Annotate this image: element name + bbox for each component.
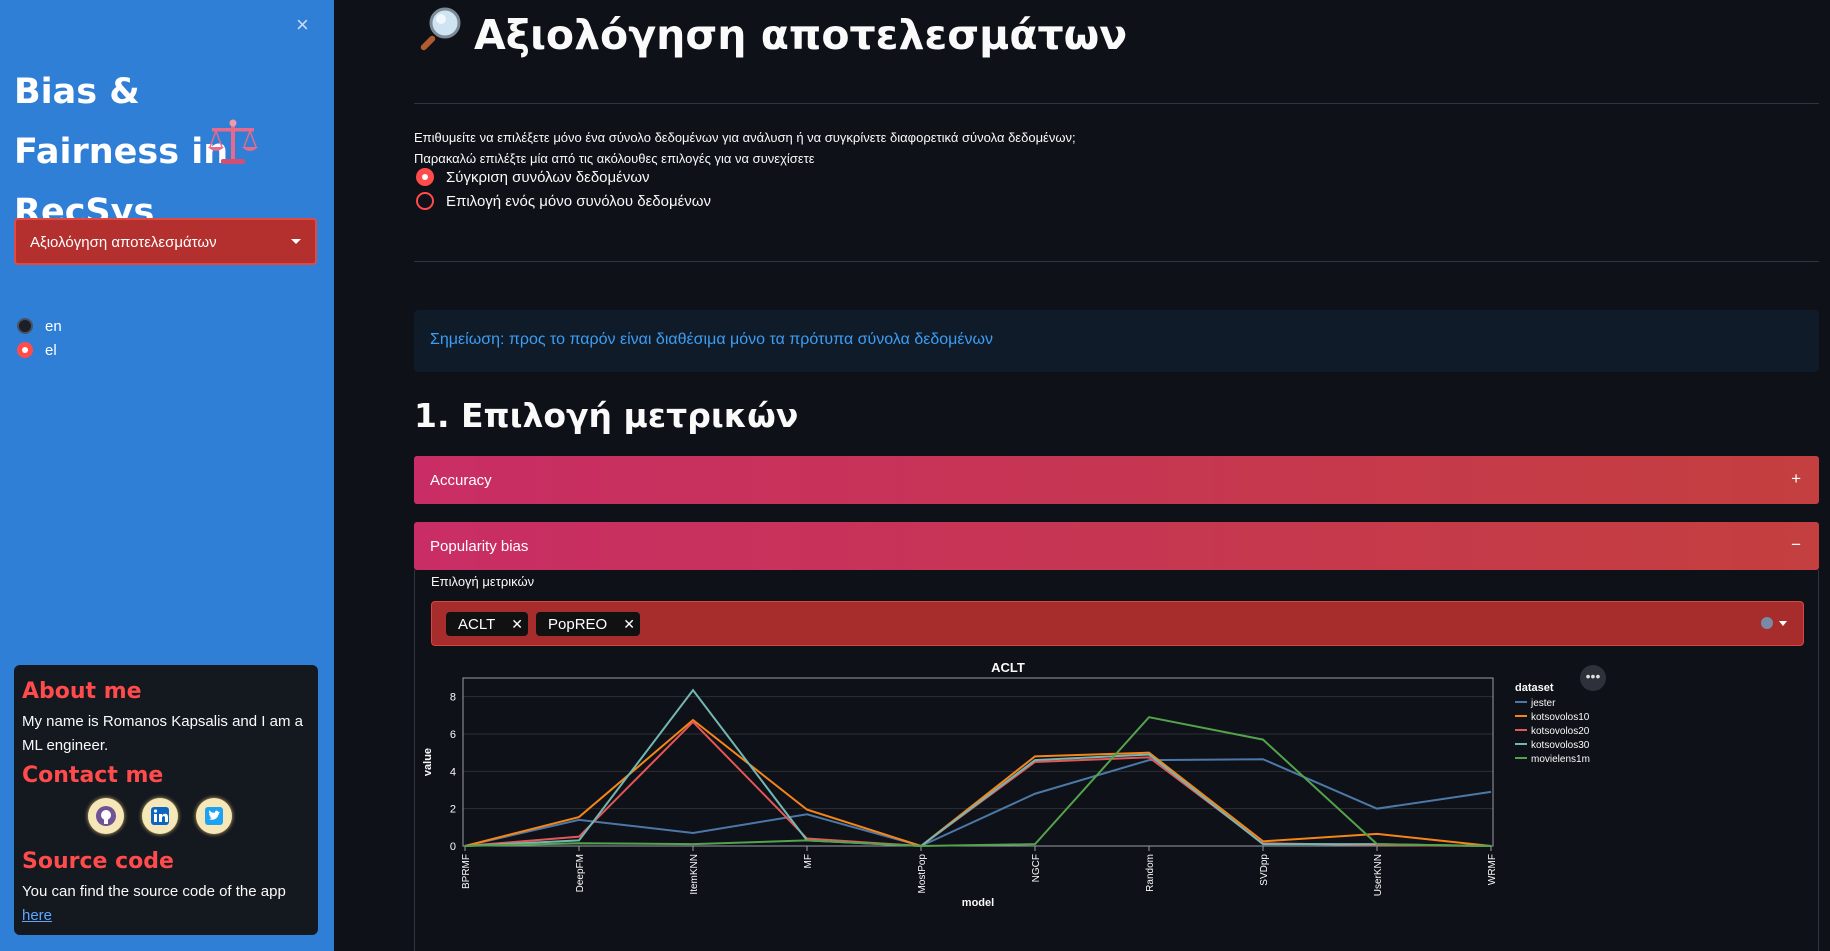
x-tick-label: WRMF	[1487, 854, 1498, 885]
x-tick-label: BPRMF	[461, 854, 472, 889]
metric-chip-popreo: PopREO ✕	[536, 612, 640, 636]
expander-label: Accuracy	[430, 472, 492, 489]
aclt-line-chart: 0 2 4 6 8 BPRMF DeepFM ItemKNN MF MostPop NGCF Rand…	[422, 660, 1590, 909]
expander-accuracy[interactable]: Accuracy +	[414, 456, 1819, 504]
legend-item: kotsovolos10	[1531, 712, 1590, 723]
language-label: en	[45, 317, 62, 335]
mode-option-single[interactable]: Επιλογή ενός μόνο συνόλου δεδομένων	[416, 192, 711, 210]
series-line-kotsovolos10	[464, 718, 1492, 848]
page-title: Αξιολόγηση αποτελεσμάτων	[414, 4, 1127, 66]
x-axis-label: model	[962, 897, 994, 909]
source-code-link[interactable]: here	[22, 907, 53, 924]
question-line-1: Επιθυμείτε να επιλέξετε μόνο ένα σύνολο …	[414, 130, 1076, 145]
series-line-jester	[464, 758, 1492, 848]
y-tick-label: 8	[450, 692, 456, 704]
series-line-movielens1m	[464, 716, 1492, 848]
expander-body: Επιλογή μετρικών ACLT ✕ PopREO ✕ 0 2 4 6 8 BP…	[414, 570, 1819, 951]
remove-chip-icon[interactable]: ✕	[511, 615, 523, 632]
metric-chip-aclt: ACLT ✕	[446, 612, 528, 636]
chevron-down-icon[interactable]	[1779, 621, 1787, 626]
twitter-icon[interactable]	[196, 798, 232, 834]
x-tick-label: NGCF	[1031, 854, 1042, 882]
remove-chip-icon[interactable]: ✕	[623, 615, 635, 632]
y-tick-label: 4	[450, 766, 456, 778]
x-tick-label: MF	[803, 854, 814, 868]
legend-title: dataset	[1515, 682, 1554, 694]
x-tick-label: Random	[1145, 854, 1156, 892]
page-title-text: Αξιολόγηση αποτελεσμάτων	[474, 11, 1128, 59]
mode-option-compare[interactable]: Σύγκριση συνόλων δεδομένων	[416, 168, 650, 186]
x-tick-label: DeepFM	[575, 854, 586, 892]
app-title: Bias & Fairness in RecSys	[14, 72, 229, 232]
question-line-2: Παρακαλώ επιλέξτε μία από τις ακόλουθες …	[414, 151, 815, 166]
y-tick-label: 2	[450, 804, 456, 816]
chip-label: ACLT	[458, 615, 496, 633]
chart-menu-button[interactable]: •••	[1580, 665, 1606, 691]
chevron-down-icon	[291, 239, 301, 244]
language-label: el	[45, 341, 57, 359]
collapse-icon: −	[1791, 535, 1801, 554]
series-line-kotsovolos30	[464, 688, 1492, 848]
page-select[interactable]: Αξιολόγηση αποτελεσμάτων	[14, 218, 317, 265]
info-note: Σημείωση: προς το παρόν είναι διαθέσιμα …	[414, 310, 1819, 372]
github-icon[interactable]	[88, 798, 124, 834]
about-heading: About me	[22, 679, 142, 704]
language-option-el[interactable]: el	[17, 340, 57, 360]
radio-selected-icon	[416, 168, 434, 186]
about-card: About me My name is Romanos Kapsalis and…	[14, 665, 318, 935]
y-axis-label: value	[422, 748, 434, 776]
linkedin-icon[interactable]	[142, 798, 178, 834]
chip-label: PopREO	[548, 615, 608, 633]
legend-item: kotsovolos30	[1531, 740, 1590, 751]
legend-item: movielens1m	[1531, 754, 1590, 765]
metric-select-label: Επιλογή μετρικών	[431, 574, 535, 589]
x-tick-label: ItemKNN	[689, 854, 700, 895]
divider	[414, 261, 1819, 262]
chart-title: ACLT	[991, 660, 1025, 675]
legend-item: jester	[1530, 698, 1556, 709]
x-tick-label: UserKNN	[1373, 854, 1384, 896]
clear-selection-icon[interactable]	[1761, 617, 1773, 629]
section-heading: 1. Επιλογή μετρικών	[414, 396, 799, 435]
expander-popularity-bias[interactable]: Popularity bias −	[414, 522, 1819, 570]
balance-scale-icon	[206, 117, 260, 176]
expand-icon: +	[1791, 469, 1801, 488]
language-option-en[interactable]: en	[17, 316, 62, 336]
radio-selected-icon	[17, 342, 33, 358]
contact-heading: Contact me	[22, 763, 164, 788]
main-content: Αξιολόγηση αποτελεσμάτων Επιθυμείτε να ε…	[334, 0, 1830, 951]
close-sidebar-button[interactable]: ×	[296, 12, 309, 37]
source-text: You can find the source code of the app …	[22, 880, 312, 928]
legend-item: kotsovolos20	[1531, 726, 1590, 737]
radio-icon	[416, 192, 434, 210]
radio-icon	[17, 318, 33, 334]
y-tick-label: 0	[450, 841, 456, 853]
mode-option-label: Σύγκριση συνόλων δεδομένων	[446, 168, 650, 186]
sidebar: × Bias & Fairness in RecSys Αξιολόγηση α…	[0, 0, 334, 951]
y-tick-label: 6	[450, 729, 456, 741]
source-description: You can find the source code of the app	[22, 883, 286, 900]
mode-option-label: Επιλογή ενός μόνο συνόλου δεδομένων	[446, 192, 712, 210]
metric-multiselect[interactable]: ACLT ✕ PopREO ✕	[431, 601, 1804, 646]
magnifying-glass-icon	[414, 4, 466, 66]
about-text: My name is Romanos Kapsalis and I am a M…	[22, 713, 303, 754]
x-tick-label: SVDpp	[1259, 854, 1270, 886]
page-select-value: Αξιολόγηση αποτελεσμάτων	[30, 234, 217, 251]
x-tick-label: MostPop	[917, 854, 928, 894]
source-heading: Source code	[22, 849, 174, 874]
expander-label: Popularity bias	[430, 538, 529, 555]
divider	[414, 103, 1819, 104]
